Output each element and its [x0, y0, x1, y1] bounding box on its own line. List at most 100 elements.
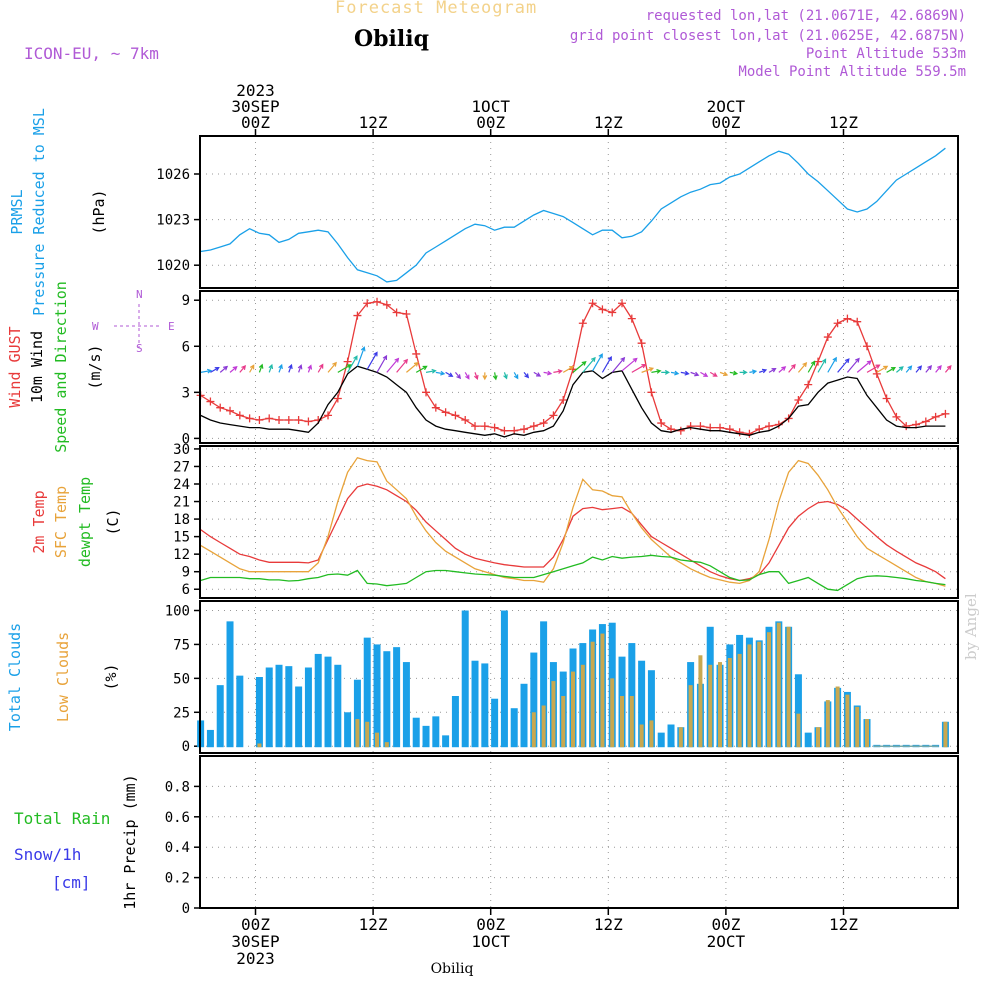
wind-arrow — [856, 360, 872, 373]
wind-arrow — [454, 371, 462, 380]
precip-label: [cm] — [52, 873, 91, 892]
bar-low — [845, 694, 850, 748]
bar-low — [767, 632, 772, 748]
bar-low — [620, 696, 625, 748]
bar-low — [708, 664, 713, 748]
gust-marker — [618, 299, 627, 308]
ytick-label: 27 — [173, 459, 190, 475]
wind-arrow — [690, 371, 700, 377]
gust-marker — [382, 300, 391, 309]
wind-arrow — [592, 353, 603, 372]
gust-marker — [373, 297, 382, 306]
bar-total — [461, 610, 469, 748]
bar-total — [471, 660, 479, 748]
top-tick-label: 00Z — [476, 113, 505, 132]
bar-total — [314, 653, 322, 748]
gust-marker — [529, 422, 538, 431]
bottom-tick-label: 12Z — [829, 915, 858, 934]
wind-arrow — [219, 365, 229, 373]
bar-low — [551, 681, 556, 748]
ytick-label: 24 — [173, 477, 190, 493]
panel-labels: N S W E PRMSL Pressure Reduced to MSL (hPa) Win… — [6, 108, 175, 910]
meteogram-title: Forecast Meteogram — [335, 0, 538, 18]
axis-label-wind: (m/s) — [86, 344, 104, 389]
gust-marker — [559, 396, 568, 405]
bar-total — [451, 696, 459, 748]
wind-arrow — [739, 369, 748, 375]
bar-low — [580, 664, 585, 748]
axis-label-temperature: (C) — [104, 508, 122, 535]
gust-marker — [275, 415, 284, 424]
wind-arrow — [258, 363, 264, 373]
series-line — [200, 147, 946, 283]
ytick-label: 3 — [182, 385, 190, 401]
wind-arrow — [356, 346, 366, 367]
ytick-label: 1020 — [156, 258, 190, 274]
gust-marker — [451, 411, 460, 420]
model-altitude: Model Point Altitude 559.5m — [738, 64, 966, 80]
bar-low — [678, 727, 683, 748]
gust-marker — [882, 394, 891, 403]
bar-low — [865, 719, 870, 748]
ytick-label: 6 — [182, 582, 190, 598]
bar-total — [510, 708, 518, 748]
bar-low — [698, 655, 703, 748]
ytick-label: 15 — [173, 530, 190, 546]
bar-low — [649, 720, 654, 748]
wind-arrow — [709, 371, 718, 377]
bottom-tick-label: 2OCT — [707, 932, 746, 951]
requested-coords: requested lon,lat (21.0671E, 42.6869N) — [645, 8, 966, 24]
ytick-label: 0.6 — [165, 810, 190, 826]
wind-arrow — [621, 357, 638, 372]
wind-arrow — [347, 355, 358, 373]
gust-marker — [461, 415, 470, 424]
compass: N S W E — [92, 288, 175, 355]
top-tick-label: 30SEP — [231, 97, 279, 116]
bar-low — [747, 644, 752, 748]
ytick-label: 9 — [182, 293, 190, 309]
wind-arrow — [797, 361, 808, 373]
bar-total — [285, 666, 293, 748]
wind-arrow — [523, 371, 530, 379]
wind-arrow — [719, 371, 729, 377]
footer-station: Obiliq — [431, 961, 474, 977]
bar-total — [216, 685, 224, 748]
bar-total — [383, 651, 391, 748]
gust-marker — [343, 357, 352, 366]
bar-total — [540, 621, 548, 748]
axis-label-clouds: Low Clouds — [54, 632, 72, 722]
bar-total — [206, 729, 214, 748]
bar-low — [531, 712, 536, 748]
wind-arrow — [925, 364, 933, 373]
compass-e: E — [168, 320, 175, 333]
gust-marker — [245, 414, 254, 423]
wind-arrow — [641, 367, 655, 373]
gust-marker — [255, 415, 264, 424]
wind-arrow — [307, 364, 313, 373]
axis-label-wind: 10m Wind — [28, 331, 46, 403]
bar-total — [236, 675, 244, 748]
gust-marker — [853, 317, 862, 326]
gust-marker — [226, 406, 235, 415]
bar-low — [776, 622, 781, 748]
gust-marker — [480, 422, 489, 431]
wind-arrow — [778, 366, 787, 373]
gust-marker — [441, 408, 450, 417]
bar-total — [334, 664, 342, 748]
bottom-tick-label: 12Z — [359, 915, 388, 934]
gust-marker — [735, 428, 744, 437]
wind-arrow — [611, 356, 626, 373]
wind-arrow — [239, 364, 247, 373]
bar-low — [629, 696, 634, 748]
bar-low — [610, 678, 615, 748]
ytick-label: 9 — [182, 565, 190, 581]
wind-arrow — [268, 363, 274, 373]
bar-low — [384, 742, 389, 748]
gust-marker — [206, 397, 215, 406]
gust-marker — [284, 415, 293, 424]
bar-low — [571, 671, 576, 748]
ytick-label: 21 — [173, 495, 190, 511]
gust-marker — [637, 339, 646, 348]
gust-marker — [745, 429, 754, 438]
